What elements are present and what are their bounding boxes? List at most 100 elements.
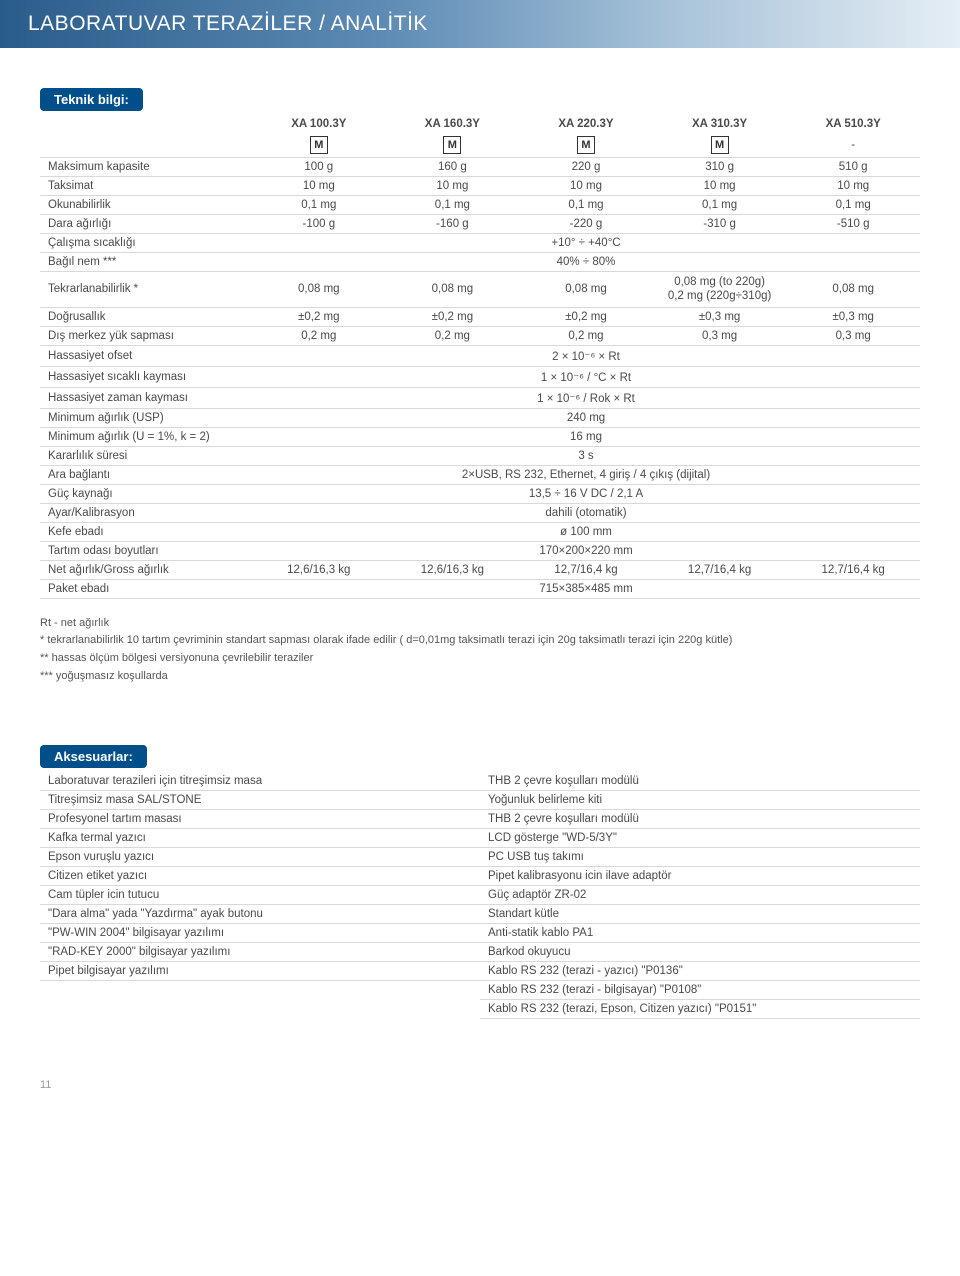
accessories-title: Aksesuarlar: [40,745,147,768]
spec-value: 0,3 mg [653,326,787,345]
spec-label: Okunabilirlik [40,196,252,215]
model-header: XA 160.3Y [386,115,520,133]
footnote-line: ** hassas ölçüm bölgesi versiyonuna çevr… [40,650,920,668]
spec-value: 0,1 mg [519,196,653,215]
accessory-item: "Dara alma" yada "Yazdırma" ayak butonu [40,905,480,924]
spec-value: ±0,3 mg [653,307,787,326]
spec-label: Tartım odası boyutları [40,541,252,560]
spec-value: 12,6/16,3 kg [252,560,386,579]
cert-badge: M [386,133,520,158]
footnote-line: *** yoğuşmasız koşullarda [40,668,920,686]
spec-label: Paket ebadı [40,579,252,598]
spec-value: 0,08 mg [519,272,653,308]
accessory-item: "RAD-KEY 2000" bilgisayar yazılımı [40,943,480,962]
spec-value: 10 mg [519,177,653,196]
spec-value: 40% ÷ 80% [252,253,920,272]
spec-value: 10 mg [786,177,920,196]
spec-value: -510 g [786,215,920,234]
accessory-item: Barkod okuyucu [480,943,920,962]
accessory-item: THB 2 çevre koşulları modülü [480,772,920,791]
accessory-item: THB 2 çevre koşulları modülü [480,810,920,829]
model-header: XA 510.3Y [786,115,920,133]
spec-label: Güç kaynağı [40,484,252,503]
model-header: XA 220.3Y [519,115,653,133]
spec-value: -160 g [386,215,520,234]
spec-value: 0,2 mg [386,326,520,345]
cert-badge: M [252,133,386,158]
spec-value: 3 s [252,446,920,465]
spec-label: Ara bağlantı [40,465,252,484]
spec-value: 10 mg [386,177,520,196]
accessory-item: Kablo RS 232 (terazi, Epson, Citizen yaz… [480,1000,920,1019]
accessory-item: Titreşimsiz masa SAL/STONE [40,791,480,810]
spec-value: dahili (otomatik) [252,503,920,522]
accessory-item: Profesyonel tartım masası [40,810,480,829]
spec-value: 100 g [252,158,386,177]
spec-label: Çalışma sıcaklığı [40,234,252,253]
spec-label: Minimum ağırlık (U = 1%, k = 2) [40,427,252,446]
spec-value: 160 g [386,158,520,177]
spec-label: Kararlılık süresi [40,446,252,465]
spec-value: 0,08 mg [386,272,520,308]
spec-value: ±0,2 mg [519,307,653,326]
spec-value: -310 g [653,215,787,234]
spec-value: +10° ÷ +40°C [252,234,920,253]
spec-value: ±0,2 mg [386,307,520,326]
spec-value: -100 g [252,215,386,234]
spec-label: Taksimat [40,177,252,196]
accessory-item: Pipet bilgisayar yazılımı [40,962,480,981]
spec-value: 13,5 ÷ 16 V DC / 2,1 A [252,484,920,503]
accessory-item: Kablo RS 232 (terazi - bilgisayar) "P010… [480,981,920,1000]
spec-value: 220 g [519,158,653,177]
spec-value: 12,7/16,4 kg [653,560,787,579]
spec-value: 0,2 mg [252,326,386,345]
spec-label: Hassasiyet zaman kayması [40,387,252,408]
accessory-item [40,1000,480,1019]
accessory-item [40,981,480,1000]
cert-badge: - [786,133,920,158]
page-number: 11 [0,1079,960,1091]
spec-value: 310 g [653,158,787,177]
accessory-item: Epson vuruşlu yazıcı [40,848,480,867]
spec-label: Minimum ağırlık (USP) [40,408,252,427]
cert-badge: M [519,133,653,158]
accessory-item: Kafka termal yazıcı [40,829,480,848]
spec-value: ø 100 mm [252,522,920,541]
model-header: XA 310.3Y [653,115,787,133]
accessory-item: PC USB tuş takımı [480,848,920,867]
page-header: LABORATUVAR TERAZİLER / ANALİTİK [0,0,960,48]
spec-value: 2 × 10⁻⁶ × Rt [252,345,920,366]
spec-value: 10 mg [653,177,787,196]
spec-value: 12,7/16,4 kg [786,560,920,579]
spec-value: 0,08 mg (to 220g)0,2 mg (220g÷310g) [653,272,787,308]
spec-value: 0,08 mg [786,272,920,308]
spec-label: Hassasiyet ofset [40,345,252,366]
model-header: XA 100.3Y [252,115,386,133]
footnote-line: * tekrarlanabilirlik 10 tartım çevrimini… [40,632,920,650]
spec-label: Dış merkez yük sapması [40,326,252,345]
spec-value: 0,1 mg [252,196,386,215]
spec-value: 0,1 mg [386,196,520,215]
spec-value: 0,1 mg [653,196,787,215]
accessory-item: Pipet kalibrasyonu icin ilave adaptör [480,867,920,886]
spec-value: 1 × 10⁻⁶ / Rok × Rt [252,387,920,408]
spec-value: 0,2 mg [519,326,653,345]
spec-label: Maksimum kapasite [40,158,252,177]
accessory-item: Güç adaptör ZR-02 [480,886,920,905]
spec-value: 0,3 mg [786,326,920,345]
spec-value: 12,6/16,3 kg [386,560,520,579]
accessories-table: Laboratuvar terazileri için titreşimsiz … [40,772,920,1019]
spec-label: Tekrarlanabilirlik * [40,272,252,308]
tech-spec-title: Teknik bilgi: [40,88,143,111]
spec-value: 240 mg [252,408,920,427]
spec-value: 1 × 10⁻⁶ / °C × Rt [252,366,920,387]
accessory-item: Citizen etiket yazıcı [40,867,480,886]
accessory-item: "PW-WIN 2004" bilgisayar yazılımı [40,924,480,943]
footnote-line: Rt - net ağırlık [40,615,920,633]
spec-value: 16 mg [252,427,920,446]
spec-value: 12,7/16,4 kg [519,560,653,579]
accessory-item: Kablo RS 232 (terazi - yazıcı) "P0136" [480,962,920,981]
spec-value: ±0,3 mg [786,307,920,326]
spec-value: 170×200×220 mm [252,541,920,560]
spec-value: -220 g [519,215,653,234]
